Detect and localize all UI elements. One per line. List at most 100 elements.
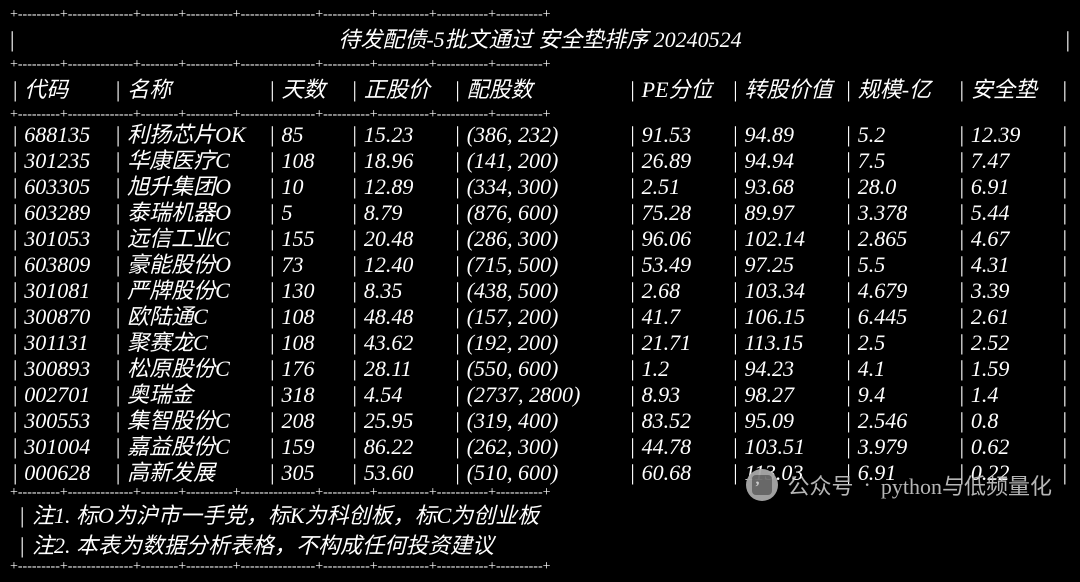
col-separator: | <box>1060 148 1070 174</box>
col-separator: | <box>113 356 123 382</box>
col-separator: | <box>1060 278 1070 304</box>
col-separator: | <box>452 356 462 382</box>
col-separator: | <box>267 408 277 434</box>
col-header: 规模-亿 <box>854 72 957 108</box>
col-separator: | <box>730 200 740 226</box>
col-header: 名称 <box>123 72 267 108</box>
col-separator: | <box>957 304 967 330</box>
col-separator: | <box>350 200 360 226</box>
cell: 4.67 <box>967 226 1060 252</box>
col-separator: | <box>267 330 277 356</box>
col-separator: | <box>843 304 853 330</box>
table-row: |300893|松原股份C|176|28.11|(550, 600)|1.2|9… <box>10 356 1070 382</box>
col-separator: | <box>267 304 277 330</box>
col-separator: | <box>350 278 360 304</box>
col-separator: | <box>1060 460 1070 486</box>
col-separator: | <box>1060 434 1070 460</box>
footer-note-1: |注1. 标O为沪市一手党，标K为科创板，标C为创业板 <box>10 500 1070 530</box>
col-separator: | <box>267 460 277 486</box>
cell: 0.8 <box>967 408 1060 434</box>
col-separator: | <box>10 200 20 226</box>
col-separator: | <box>350 330 360 356</box>
cell: (2737, 2800) <box>463 382 628 408</box>
table-row: |688135|利扬芯片OK|85|15.23|(386, 232)|91.53… <box>10 122 1070 148</box>
col-separator: | <box>113 382 123 408</box>
col-separator: | <box>10 252 20 278</box>
cell: 4.1 <box>854 356 957 382</box>
col-header: 代码 <box>20 72 113 108</box>
cell: 113.15 <box>741 330 844 356</box>
cell: 高新发展 <box>123 460 267 486</box>
col-separator: | <box>113 330 123 356</box>
col-separator: | <box>350 148 360 174</box>
col-separator: | <box>843 72 853 108</box>
col-separator: | <box>10 226 20 252</box>
cell: 15.23 <box>360 122 453 148</box>
cell: 301131 <box>20 330 113 356</box>
col-separator: | <box>627 356 637 382</box>
cell: 12.40 <box>360 252 453 278</box>
cell: 8.35 <box>360 278 453 304</box>
col-separator: | <box>267 200 277 226</box>
col-separator: | <box>1060 330 1070 356</box>
col-separator: | <box>350 252 360 278</box>
cell: 53.60 <box>360 460 453 486</box>
cell: 4.54 <box>360 382 453 408</box>
col-separator: | <box>730 382 740 408</box>
col-separator: | <box>267 278 277 304</box>
col-header: PE分位 <box>638 72 731 108</box>
cell: 10 <box>278 174 350 200</box>
cell: 28.11 <box>360 356 453 382</box>
col-separator: | <box>1060 200 1070 226</box>
cell: 83.52 <box>638 408 731 434</box>
cell: 301004 <box>20 434 113 460</box>
col-separator: | <box>350 408 360 434</box>
cell: 旭升集团O <box>123 174 267 200</box>
cell: 305 <box>278 460 350 486</box>
col-separator: | <box>957 174 967 200</box>
col-separator: | <box>843 382 853 408</box>
dot-separator: · <box>864 472 871 498</box>
cell: 利扬芯片OK <box>123 122 267 148</box>
col-separator: | <box>1060 72 1070 108</box>
col-separator: | <box>1060 408 1070 434</box>
col-separator: | <box>267 382 277 408</box>
col-separator: | <box>627 72 637 108</box>
cell: 108 <box>278 148 350 174</box>
col-separator: | <box>843 226 853 252</box>
table-row: |301081|严牌股份C|130|8.35|(438, 500)|2.68|1… <box>10 278 1070 304</box>
col-separator: | <box>730 122 740 148</box>
col-separator: | <box>730 226 740 252</box>
col-separator: | <box>843 148 853 174</box>
cell: (334, 300) <box>463 174 628 200</box>
cell: 2.51 <box>638 174 731 200</box>
cell: 75.28 <box>638 200 731 226</box>
cell: 108 <box>278 330 350 356</box>
cell: 3.378 <box>854 200 957 226</box>
cell: 98.27 <box>741 382 844 408</box>
cell: 3.979 <box>854 434 957 460</box>
cell: 603305 <box>20 174 113 200</box>
col-separator: | <box>957 148 967 174</box>
col-separator: | <box>10 434 20 460</box>
col-separator: | <box>10 460 20 486</box>
cell: 3.39 <box>967 278 1060 304</box>
cell: 4.679 <box>854 278 957 304</box>
cell: (386, 232) <box>463 122 628 148</box>
cell: 43.62 <box>360 330 453 356</box>
cell: 300893 <box>20 356 113 382</box>
cell: 103.51 <box>741 434 844 460</box>
col-separator: | <box>627 226 637 252</box>
cell: 94.23 <box>741 356 844 382</box>
cell: 20.48 <box>360 226 453 252</box>
cell: 86.22 <box>360 434 453 460</box>
cell: (286, 300) <box>463 226 628 252</box>
col-separator: | <box>452 252 462 278</box>
col-separator: | <box>113 408 123 434</box>
title-row: | 待发配债-5批文通过 安全垫排序 20240524 | <box>10 22 1070 58</box>
col-separator: | <box>730 356 740 382</box>
col-separator: | <box>113 460 123 486</box>
cell: 5.44 <box>967 200 1060 226</box>
cell: 603289 <box>20 200 113 226</box>
cell: 12.39 <box>967 122 1060 148</box>
